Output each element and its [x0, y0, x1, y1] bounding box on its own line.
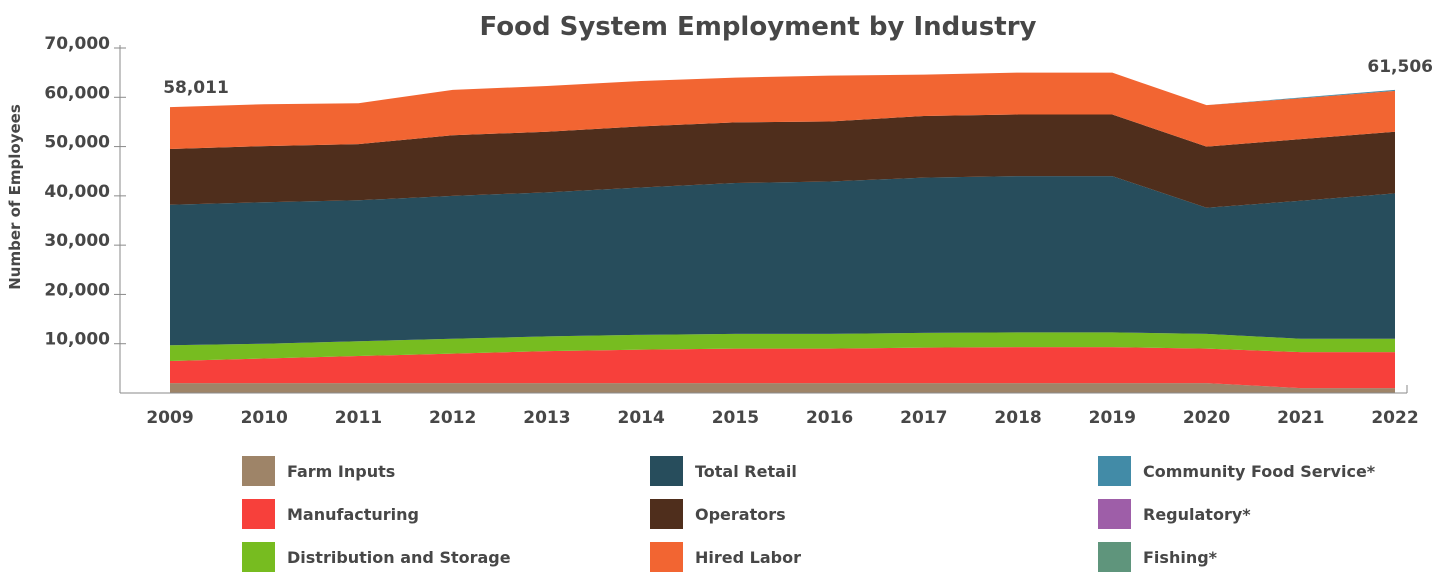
x-tick-label: 2010	[241, 408, 288, 428]
x-tick-label: 2017	[900, 408, 947, 428]
area-distribution-and-storage	[170, 332, 1395, 361]
y-tick-label: 60,000	[44, 83, 110, 103]
area-total-retail	[170, 176, 1395, 346]
y-tick-label: 50,000	[44, 133, 110, 153]
area-hired-labor	[170, 72, 1395, 150]
x-tick-label: 2018	[994, 408, 1041, 428]
area-manufacturing	[170, 347, 1395, 389]
x-tick-label: 2012	[429, 408, 476, 428]
total-label-2009: 58,011	[163, 78, 229, 98]
x-tick-label: 2015	[712, 408, 759, 428]
y-tick-label: 40,000	[44, 182, 110, 202]
y-tick-label: 10,000	[44, 330, 110, 350]
axes: 10,000 20,000 30,000 40,000 50,000 60,000 70,0…	[44, 34, 1418, 428]
area-layers	[170, 72, 1395, 393]
x-tick-label: 2016	[806, 408, 853, 428]
x-tick-label: 2013	[523, 408, 570, 428]
y-axis-label: Number of Employees	[6, 104, 24, 290]
annotations: 58,011 61,506	[163, 57, 1433, 98]
x-tick-label: 2009	[146, 408, 193, 428]
area-operators	[170, 114, 1395, 208]
x-tick-label: 2020	[1183, 408, 1230, 428]
chart-title: Food System Employment by Industry	[480, 12, 1037, 42]
y-tick-label: 20,000	[44, 280, 110, 300]
y-tick-label: 70,000	[44, 34, 110, 54]
x-tick-label: 2019	[1089, 408, 1136, 428]
x-tick-label: 2022	[1371, 408, 1418, 428]
x-tick-label: 2021	[1277, 408, 1324, 428]
total-label-2022: 61,506	[1367, 57, 1433, 77]
area-farm-inputs	[170, 383, 1395, 393]
y-tick-label: 30,000	[44, 231, 110, 251]
x-tick-label: 2014	[617, 408, 664, 428]
x-tick-label: 2011	[335, 408, 382, 428]
